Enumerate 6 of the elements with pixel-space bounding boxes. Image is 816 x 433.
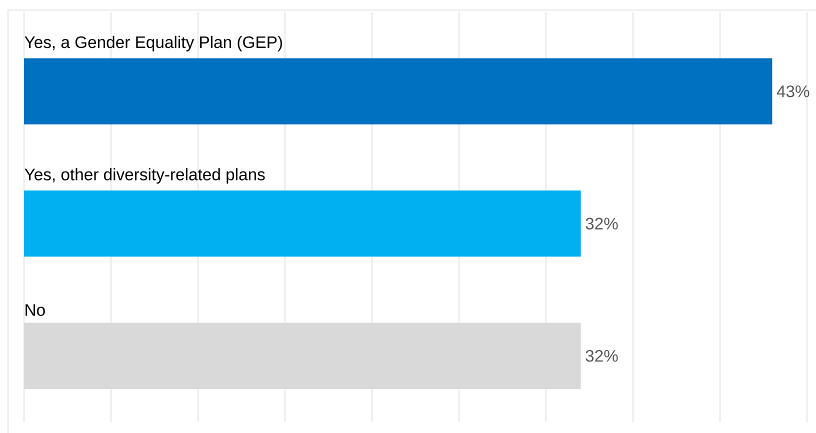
data-label: 32% [586, 218, 618, 230]
data-label: 32% [586, 350, 618, 362]
y-tick-label: No [26, 304, 45, 316]
data-label: 43% [776, 85, 810, 98]
y-tick-label: Yes, a Gender Equality Plan (GEP) [24, 36, 282, 52]
y-tick-label: Yes, other diversity-related plans [24, 168, 265, 184]
